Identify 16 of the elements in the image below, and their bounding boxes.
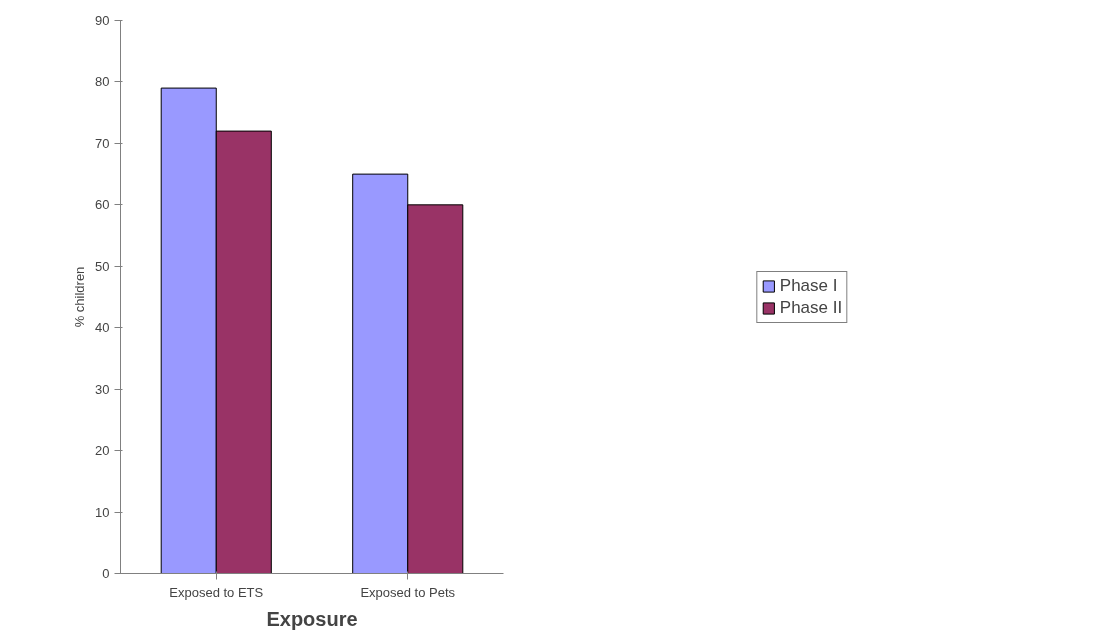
- y-tick-label: 90: [95, 13, 110, 28]
- y-tick-label: 60: [95, 197, 110, 213]
- y-tick-label: 20: [95, 443, 110, 459]
- x-tick-label: Exposed to ETS: [169, 584, 264, 600]
- y-tick-label: 10: [95, 504, 110, 520]
- legend-label: Phase I: [779, 275, 838, 296]
- legend-label: Phase II: [779, 297, 843, 318]
- x-axis-title: Exposure: [266, 607, 358, 630]
- y-tick-label: 50: [95, 258, 110, 274]
- y-axis-title: % children: [72, 266, 88, 328]
- y-tick-label: 80: [95, 74, 110, 90]
- x-tick-label: Exposed to Pets: [360, 584, 456, 600]
- y-tick-label: 70: [95, 135, 110, 151]
- y-tick-label: 0: [102, 566, 110, 581]
- y-tick-label: 40: [95, 320, 110, 336]
- y-tick-label: 30: [95, 381, 110, 397]
